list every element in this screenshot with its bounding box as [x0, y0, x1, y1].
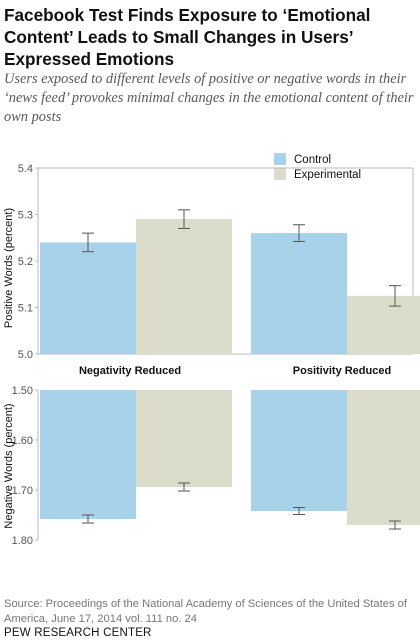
category-label-negativity-reduced: Negativity Reduced — [79, 365, 181, 377]
chart-canvas: Negativity Reduced Positivity Reduced Po… — [3, 153, 420, 547]
negative-bar-control-positivity-reduced — [251, 390, 347, 511]
negative-tick-label: 1.80 — [12, 535, 33, 547]
negative-bar-experimental-negativity-reduced — [136, 390, 232, 487]
negative-bar-experimental-positivity-reduced — [347, 390, 420, 525]
chart-title: Facebook Test Finds Exposure to ‘Emotion… — [4, 5, 371, 69]
category-label-positivity-reduced: Positivity Reduced — [293, 365, 391, 377]
negative-tick-label: 1.60 — [12, 435, 33, 447]
legend-swatch-experimental — [274, 168, 286, 180]
positive-bar-experimental-negativity-reduced — [136, 219, 232, 354]
positive-tick-label: 5.2 — [18, 256, 33, 268]
brand-label: PEW RESEARCH CENTER — [4, 627, 152, 639]
chart-subtitle: Users exposed to different levels of pos… — [4, 71, 414, 125]
positive-tick-label: 5.3 — [18, 210, 33, 222]
positive-bar-experimental-positivity-reduced — [347, 295, 420, 354]
positive-tick-label: 5.0 — [18, 349, 33, 361]
bottom-y-axis-title: Negative Words (percent) — [3, 403, 15, 528]
negative-tick-label: 1.50 — [12, 385, 33, 397]
legend-label-control: Control — [294, 154, 331, 166]
source-note: Source: Proceedings of the National Acad… — [4, 598, 407, 625]
legend-label-experimental: Experimental — [294, 169, 361, 181]
top-y-axis-title: Positive Words (percent) — [3, 208, 15, 328]
positive-tick-label: 5.4 — [18, 163, 33, 175]
positive-bar-control-positivity-reduced — [251, 233, 347, 354]
positive-tick-label: 5.1 — [18, 303, 33, 315]
positive-bar-control-negativity-reduced — [40, 242, 136, 354]
legend-swatch-control — [274, 153, 286, 165]
negative-tick-label: 1.70 — [12, 485, 33, 497]
negative-bar-control-negativity-reduced — [40, 390, 136, 519]
